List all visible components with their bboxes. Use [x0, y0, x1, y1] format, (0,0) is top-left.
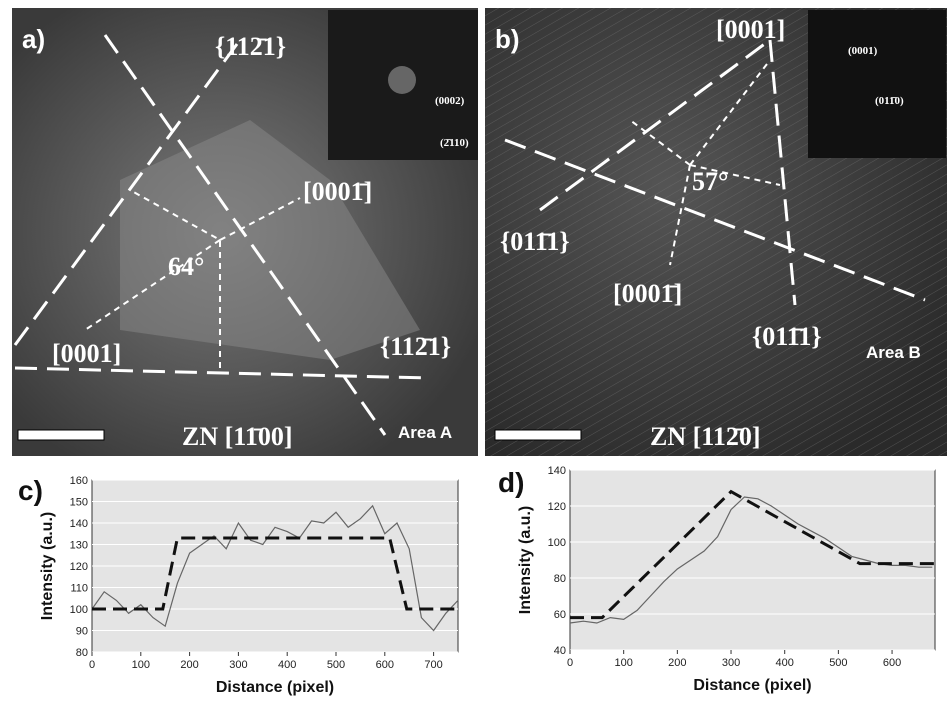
zone-axis: ZN [112̄0] — [650, 422, 761, 451]
x-tick-label: 0 — [89, 659, 95, 671]
y-tick-label: 150 — [70, 497, 88, 509]
y-tick-label: 140 — [548, 465, 566, 477]
x-tick-label: 100 — [132, 659, 150, 671]
area-label: Area B — [866, 343, 921, 362]
y-tick-label: 140 — [70, 518, 88, 530]
y-tick-label: 80 — [554, 573, 566, 585]
x-axis-label: Distance (pixel) — [693, 677, 811, 694]
y-tick-label: 120 — [548, 501, 566, 513]
y-tick-label: 130 — [70, 540, 88, 552]
panel-label: d) — [498, 467, 524, 498]
inset-label: (0001) — [848, 45, 878, 57]
annotation: {011̄1} — [500, 227, 570, 256]
y-axis-label: Intensity (a.u.) — [39, 512, 56, 620]
inset-label: (2̄110) — [440, 137, 469, 149]
x-tick-label: 300 — [229, 659, 247, 671]
plot-area — [570, 470, 935, 650]
x-tick-label: 600 — [376, 659, 394, 671]
annotation: {011̄1} — [752, 322, 822, 351]
y-tick-label: 60 — [554, 609, 566, 621]
annotation: {112̄1} — [380, 332, 451, 361]
annotation: {112̄1} — [215, 32, 286, 61]
fft-inset — [808, 10, 946, 158]
panel-label: c) — [18, 475, 43, 506]
x-tick-label: 400 — [278, 659, 296, 671]
y-axis-label: Intensity (a.u.) — [517, 506, 534, 614]
y-tick-label: 120 — [70, 561, 88, 573]
x-tick-label: 700 — [424, 659, 442, 671]
x-tick-label: 500 — [327, 659, 345, 671]
annotation: 64° — [168, 252, 204, 281]
annotation: [0001] — [716, 15, 785, 44]
y-tick-label: 160 — [70, 475, 88, 487]
inset-label: (011̄0) — [875, 95, 904, 107]
panel-b: b) [0001] 57° {011̄1} [0001̄] {011̄1} ZN… — [485, 8, 947, 456]
x-axis-label: Distance (pixel) — [216, 679, 334, 696]
x-tick-label: 500 — [829, 657, 847, 669]
scale-bar — [18, 430, 104, 440]
y-tick-label: 80 — [76, 647, 88, 659]
x-tick-label: 200 — [180, 659, 198, 671]
annotation: 57° — [692, 167, 728, 196]
annotation: [0001] — [52, 339, 121, 368]
y-tick-label: 40 — [554, 645, 566, 657]
x-tick-label: 600 — [883, 657, 901, 669]
area-label: Area A — [398, 423, 452, 442]
y-tick-label: 100 — [70, 604, 88, 616]
x-tick-label: 0 — [567, 657, 573, 669]
x-tick-label: 400 — [776, 657, 794, 669]
panel-label: a) — [22, 24, 45, 54]
inset-label: (0002) — [435, 95, 465, 107]
zone-axis: ZN [11̄00] — [182, 422, 293, 451]
x-tick-label: 200 — [668, 657, 686, 669]
y-tick-label: 110 — [70, 583, 88, 595]
y-tick-label: 90 — [76, 626, 88, 638]
annotation: [0001̄] — [613, 279, 682, 308]
fft-spot — [388, 66, 416, 94]
panel-a: a) {112̄1} [0001̄] 64° [0001] {112̄1} ZN… — [12, 8, 478, 456]
figure: a) {112̄1} [0001̄] 64° [0001] {112̄1} ZN… — [0, 0, 949, 702]
x-tick-label: 100 — [614, 657, 632, 669]
scale-bar — [495, 430, 581, 440]
y-tick-label: 100 — [548, 537, 566, 549]
panel-label: b) — [495, 24, 520, 54]
x-tick-label: 300 — [722, 657, 740, 669]
annotation: [0001̄] — [303, 177, 372, 206]
